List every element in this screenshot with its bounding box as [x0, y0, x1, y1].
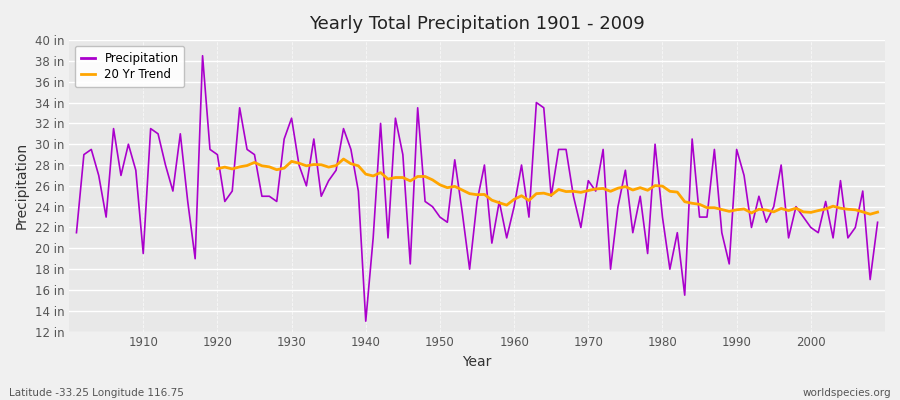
20 Yr Trend [872, 210, 883, 214]
20 Yr Trend [783, 208, 794, 213]
20 Yr Trend [301, 164, 311, 168]
Text: Latitude -33.25 Longitude 116.75: Latitude -33.25 Longitude 116.75 [9, 388, 184, 398]
20 Yr Trend [769, 210, 779, 214]
20 Yr Trend [865, 212, 876, 217]
Precipitation [197, 53, 208, 58]
Title: Yearly Total Precipitation 1901 - 2009: Yearly Total Precipitation 1901 - 2009 [309, 15, 645, 33]
Precipitation [130, 168, 141, 173]
Precipitation [872, 220, 883, 225]
Precipitation [71, 230, 82, 235]
Precipitation [613, 204, 624, 209]
Line: 20 Yr Trend: 20 Yr Trend [218, 159, 877, 214]
20 Yr Trend [850, 207, 860, 212]
20 Yr Trend [419, 174, 430, 179]
20 Yr Trend [680, 199, 690, 204]
20 Yr Trend [338, 157, 349, 162]
Line: Precipitation: Precipitation [76, 56, 878, 321]
X-axis label: Year: Year [463, 355, 491, 369]
Precipitation [524, 215, 535, 220]
20 Yr Trend [212, 166, 223, 171]
Precipitation [346, 147, 356, 152]
Precipitation [516, 163, 526, 168]
Text: worldspecies.org: worldspecies.org [803, 388, 891, 398]
Precipitation [360, 319, 371, 324]
Y-axis label: Precipitation: Precipitation [15, 142, 29, 230]
Legend: Precipitation, 20 Yr Trend: Precipitation, 20 Yr Trend [75, 46, 184, 87]
Precipitation [301, 184, 311, 188]
